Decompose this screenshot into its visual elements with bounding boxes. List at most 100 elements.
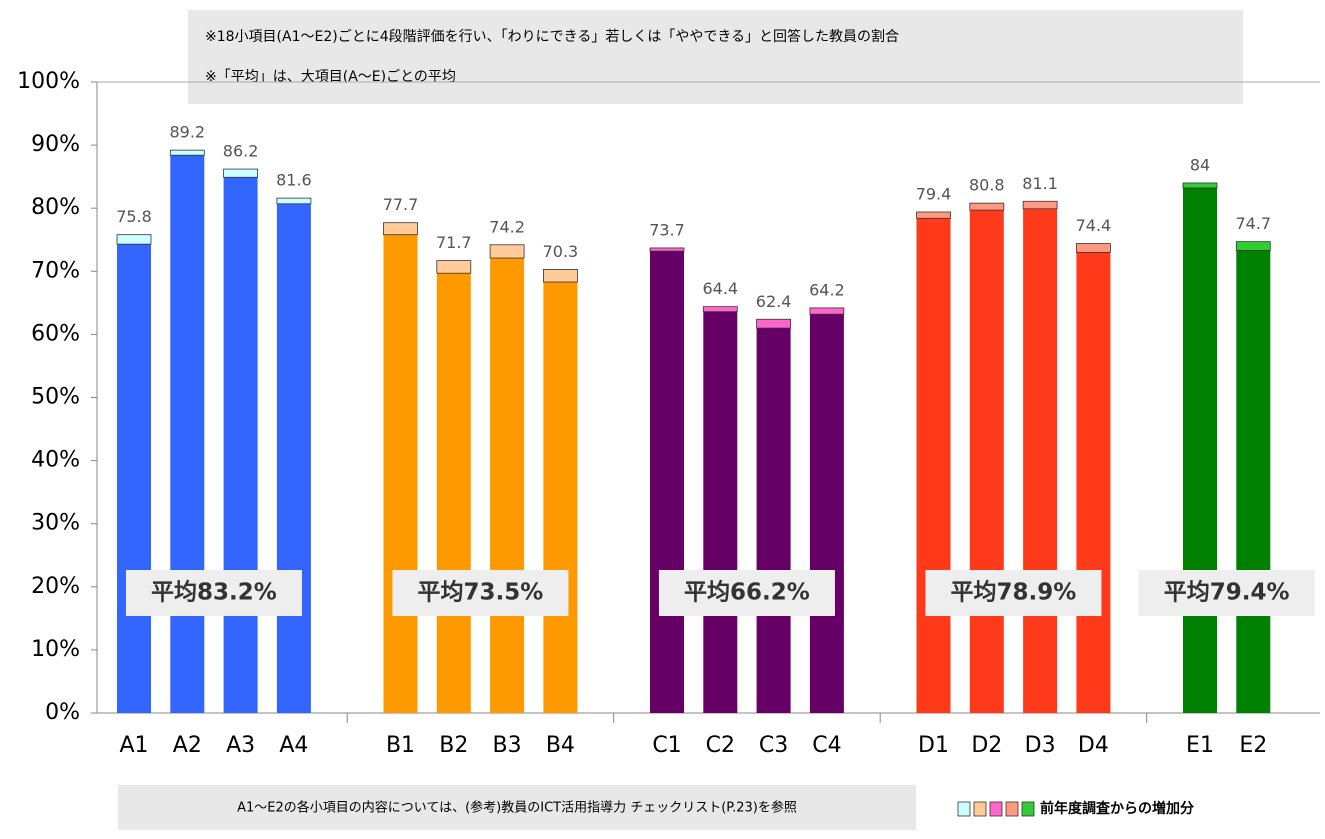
legend-label: 前年度調査からの増加分 xyxy=(1040,800,1194,817)
average-label: 平均83.2% xyxy=(151,579,277,606)
bar xyxy=(276,198,311,713)
x-tick-label: E1 xyxy=(1186,733,1214,758)
value-label: 74.2 xyxy=(489,217,525,236)
value-label: 74.7 xyxy=(1235,214,1271,233)
average-label: 平均78.9% xyxy=(951,579,1077,606)
x-tick-label: A3 xyxy=(226,733,255,758)
y-tick-label: 90% xyxy=(31,132,80,157)
average-label: 平均66.2% xyxy=(684,579,810,606)
value-label: 81.6 xyxy=(276,171,312,190)
average-label: 平均79.4% xyxy=(1164,579,1290,606)
note-box xyxy=(188,10,1243,104)
average-box xyxy=(925,570,1102,616)
y-tick-label: 20% xyxy=(31,574,80,599)
y-tick-label: 80% xyxy=(31,195,80,220)
value-label: 71.7 xyxy=(436,233,472,252)
x-tick-label: C4 xyxy=(812,733,841,758)
legend-swatch xyxy=(1021,801,1035,817)
bar xyxy=(223,169,258,713)
x-tick-label: E2 xyxy=(1239,733,1267,758)
x-tick-label: C2 xyxy=(706,733,735,758)
increase-segment xyxy=(436,260,472,274)
legend-swatch xyxy=(989,801,1003,817)
increase-segment xyxy=(702,306,738,313)
value-label: 73.7 xyxy=(649,220,685,239)
increase-segment xyxy=(1182,182,1218,189)
y-tick-label: 70% xyxy=(31,258,80,283)
legend-swatch xyxy=(973,801,987,817)
x-tick-label: B4 xyxy=(546,733,575,758)
bar xyxy=(650,247,684,713)
x-tick-label: B3 xyxy=(493,733,522,758)
bar xyxy=(490,244,525,713)
average-label: 平均73.5% xyxy=(418,579,544,606)
bar xyxy=(383,222,418,713)
x-tick-label: D2 xyxy=(971,733,1002,758)
bar xyxy=(969,203,1004,714)
note: ※「平均」は、大項目(A～E)ごとの平均 xyxy=(205,69,456,85)
legend-swatch xyxy=(957,801,971,817)
y-tick-label: 100% xyxy=(17,69,80,94)
increase-segment xyxy=(969,202,1005,211)
bar xyxy=(809,307,844,713)
value-label: 77.7 xyxy=(383,195,419,214)
average-box xyxy=(125,570,302,616)
x-tick-label: A1 xyxy=(119,733,148,758)
y-tick-label: 60% xyxy=(31,321,80,346)
value-label: 86.2 xyxy=(223,142,259,161)
y-tick-label: 40% xyxy=(31,448,80,473)
bar xyxy=(1236,241,1271,713)
increase-segment xyxy=(116,234,152,245)
increase-segment xyxy=(649,247,685,252)
increase-segment xyxy=(543,269,578,283)
increase-segment xyxy=(916,211,951,219)
value-label: 81.1 xyxy=(1022,174,1058,193)
value-label: 80.8 xyxy=(969,176,1005,195)
value-label: 79.4 xyxy=(916,184,952,203)
y-tick-label: 0% xyxy=(45,700,80,725)
y-tick-label: 10% xyxy=(31,637,80,662)
y-tick-label: 30% xyxy=(31,511,80,536)
x-tick-label: C1 xyxy=(652,733,681,758)
x-tick-label: A2 xyxy=(173,733,202,758)
bar xyxy=(1076,243,1111,713)
increase-segment xyxy=(1022,200,1058,210)
x-tick-label: D4 xyxy=(1078,733,1109,758)
increase-segment xyxy=(489,244,525,259)
increase-segment xyxy=(809,307,845,315)
footnote-box xyxy=(118,785,916,830)
average-box xyxy=(658,570,835,616)
x-tick-label: B2 xyxy=(439,733,468,758)
increase-segment xyxy=(383,222,418,236)
value-label: 64.4 xyxy=(702,279,738,298)
bar xyxy=(1023,201,1058,713)
footnote: A1～E2の各小項目の内容については、(参考)教員のICT活用指導力 チェックリ… xyxy=(237,800,797,816)
value-label: 74.4 xyxy=(1076,216,1112,235)
x-tick-label: D3 xyxy=(1025,733,1056,758)
increase-segment xyxy=(1235,241,1271,251)
bar xyxy=(703,306,738,713)
x-tick-label: B1 xyxy=(386,733,415,758)
bar xyxy=(543,269,578,713)
increase-segment xyxy=(169,149,205,156)
bar xyxy=(756,319,791,713)
x-tick-label: D1 xyxy=(918,733,949,758)
value-label: 64.2 xyxy=(809,280,845,299)
note: ※18小項目(A1～E2)ごとに4段階評価を行い、「わりにできる」若しくは「やや… xyxy=(205,28,899,45)
average-box xyxy=(1138,570,1315,616)
value-label: 70.3 xyxy=(543,242,579,261)
bar xyxy=(117,234,151,713)
increase-segment xyxy=(223,168,259,178)
bar xyxy=(170,150,205,713)
increase-segment xyxy=(276,197,312,205)
value-label: 75.8 xyxy=(116,207,152,226)
y-tick-label: 50% xyxy=(31,385,80,410)
value-label: 62.4 xyxy=(756,292,792,311)
average-box xyxy=(392,570,569,616)
x-tick-label: C3 xyxy=(759,733,788,758)
bar xyxy=(436,260,471,713)
x-tick-label: A4 xyxy=(279,733,308,758)
legend-swatch xyxy=(1005,801,1019,817)
